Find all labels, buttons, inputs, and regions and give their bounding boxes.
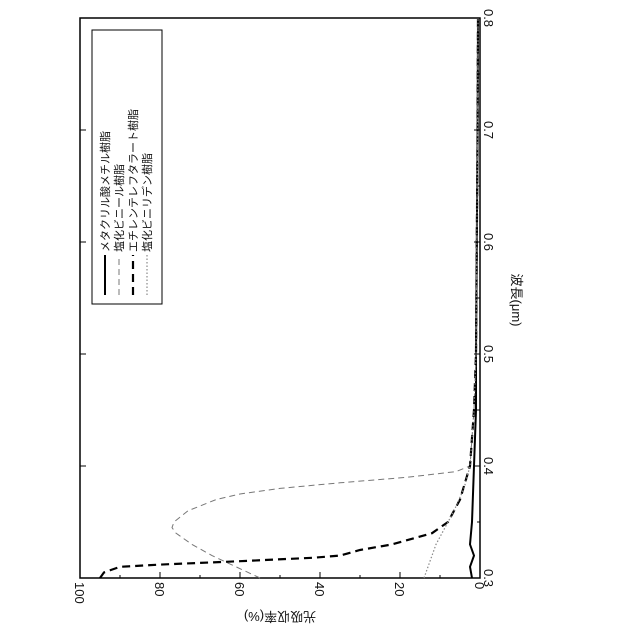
y-tick-label: 100 xyxy=(72,582,87,604)
x-tick-label: 0.6 xyxy=(481,233,496,251)
x-tick-label: 0.4 xyxy=(481,457,496,475)
legend-label: メタクリル酸メチル樹脂 xyxy=(98,131,112,252)
absorption-chart: 0.30.40.50.60.70.8020406080100 波長(μm) 光吸… xyxy=(0,0,640,640)
x-tick-label: 0.7 xyxy=(481,121,496,139)
y-tick-label: 80 xyxy=(152,582,167,596)
y-tick-label: 60 xyxy=(232,582,247,596)
legend: メタクリル酸メチル樹脂塩化ビニール樹脂エチレンテレフタラート樹脂塩化ビニリデン樹… xyxy=(92,30,162,304)
series-line-3 xyxy=(424,18,478,578)
x-tick-label: 0.5 xyxy=(481,345,496,363)
series-line-1 xyxy=(172,18,478,578)
y-tick-label: 40 xyxy=(312,582,327,596)
y-tick-label: 20 xyxy=(392,582,407,596)
legend-label: エチレンテレフタラート樹脂 xyxy=(126,109,140,252)
x-tick-label: 0.8 xyxy=(481,9,496,27)
legend-label: 塩化ビニリデン樹脂 xyxy=(140,153,154,252)
x-axis-label: 波長(μm) xyxy=(509,274,524,327)
y-axis-label: 光吸収率(%) xyxy=(244,609,316,624)
legend-label: 塩化ビニール樹脂 xyxy=(112,164,126,252)
y-tick-label: 0 xyxy=(472,582,487,589)
